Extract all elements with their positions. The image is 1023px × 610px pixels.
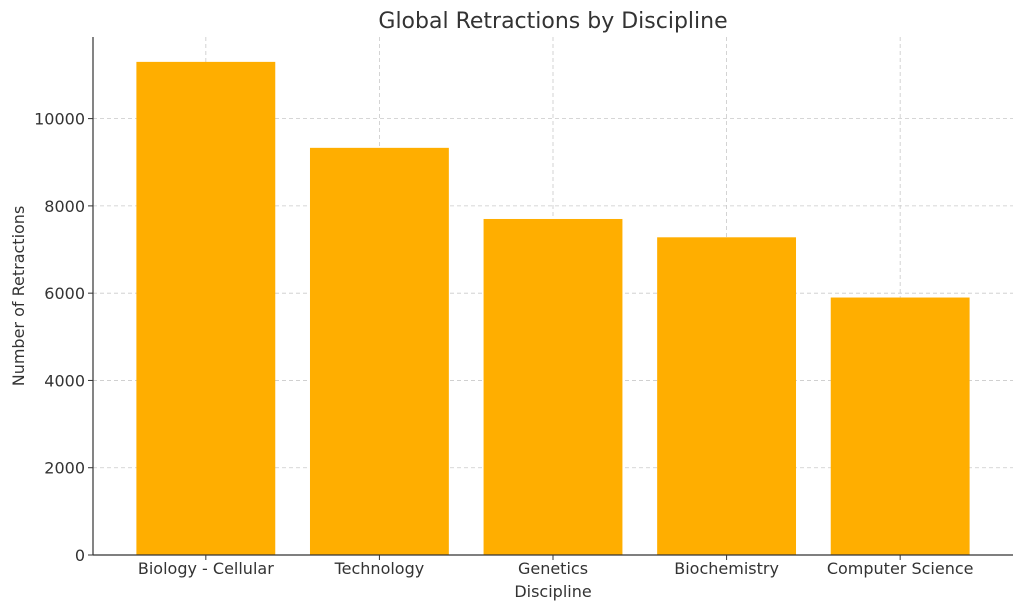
bar-4 — [830, 297, 970, 555]
y-tick-label-5: 10000 — [34, 110, 85, 129]
tick-layer: 0 2000 4000 6000 8000 10000 Biology - Cellular… — [34, 110, 973, 578]
x-tick-label-1: Technology — [334, 559, 425, 578]
bar-0 — [136, 61, 276, 555]
x-axis-label: Discipline — [514, 582, 591, 601]
bar-1 — [309, 147, 449, 555]
bar-3 — [657, 237, 797, 555]
y-axis-label: Number of Retractions — [9, 206, 28, 387]
y-tick-label-4: 8000 — [44, 197, 85, 216]
bar-2 — [483, 218, 623, 555]
y-tick-label-3: 6000 — [44, 284, 85, 303]
y-tick-label-2: 4000 — [44, 371, 85, 390]
x-tick-label-3: Biochemistry — [674, 559, 779, 578]
x-tick-label-0: Biology - Cellular — [138, 559, 274, 578]
chart-title: Global Retractions by Discipline — [378, 9, 727, 34]
y-tick-label-1: 2000 — [44, 459, 85, 478]
bar-layer — [136, 61, 970, 555]
y-tick-label-0: 0 — [75, 546, 85, 565]
x-tick-label-2: Genetics — [518, 559, 588, 578]
x-tick-label-4: Computer Science — [827, 559, 974, 578]
